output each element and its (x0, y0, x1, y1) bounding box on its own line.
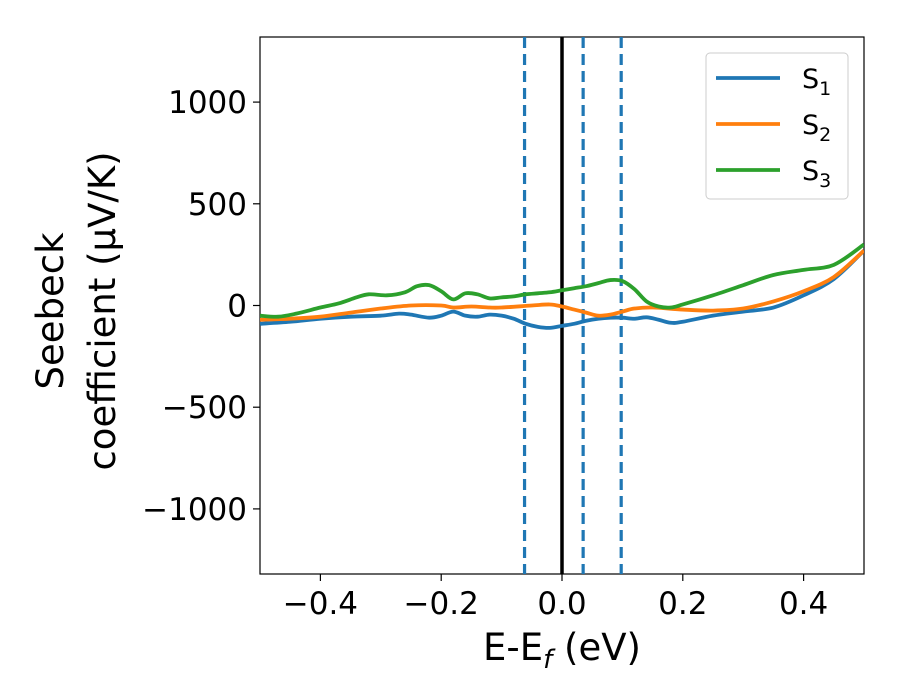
legend-label-s3: S3 (802, 156, 831, 192)
x-tick-label: 0.4 (779, 586, 828, 622)
x-axis-ticks: −0.4 −0.2 0.0 0.2 0.4 (283, 574, 828, 622)
y-tick-label: −500 (162, 390, 247, 426)
y-axis-label-line1: Seebeck (29, 232, 72, 390)
x-tick-label: −0.4 (283, 586, 358, 622)
series-lines (260, 242, 864, 330)
x-axis-label: E-Ef (eV) (483, 626, 641, 675)
y-axis-label: Seebeck coefficient (μV/K) (29, 151, 124, 470)
legend: S1 S2 S3 (705, 52, 849, 200)
x-tick-label: 0.2 (658, 586, 707, 622)
y-axis-label-line2: coefficient (μV/K) (81, 151, 124, 470)
legend-label-s2: S2 (802, 110, 831, 146)
series-line-s3 (260, 242, 864, 319)
legend-label-s1: S1 (802, 64, 831, 100)
y-tick-label: −1000 (142, 492, 247, 528)
y-tick-label: 500 (188, 187, 247, 223)
series-line-s2 (260, 249, 864, 322)
legend-box (705, 52, 849, 200)
y-axis-ticks: 1000 500 0 −500 −1000 (142, 85, 260, 528)
x-tick-label: 0.0 (537, 586, 586, 622)
y-tick-label: 1000 (168, 85, 247, 121)
series-line-s1 (260, 249, 864, 330)
x-tick-label: −0.2 (404, 586, 479, 622)
y-tick-label: 0 (227, 289, 247, 325)
